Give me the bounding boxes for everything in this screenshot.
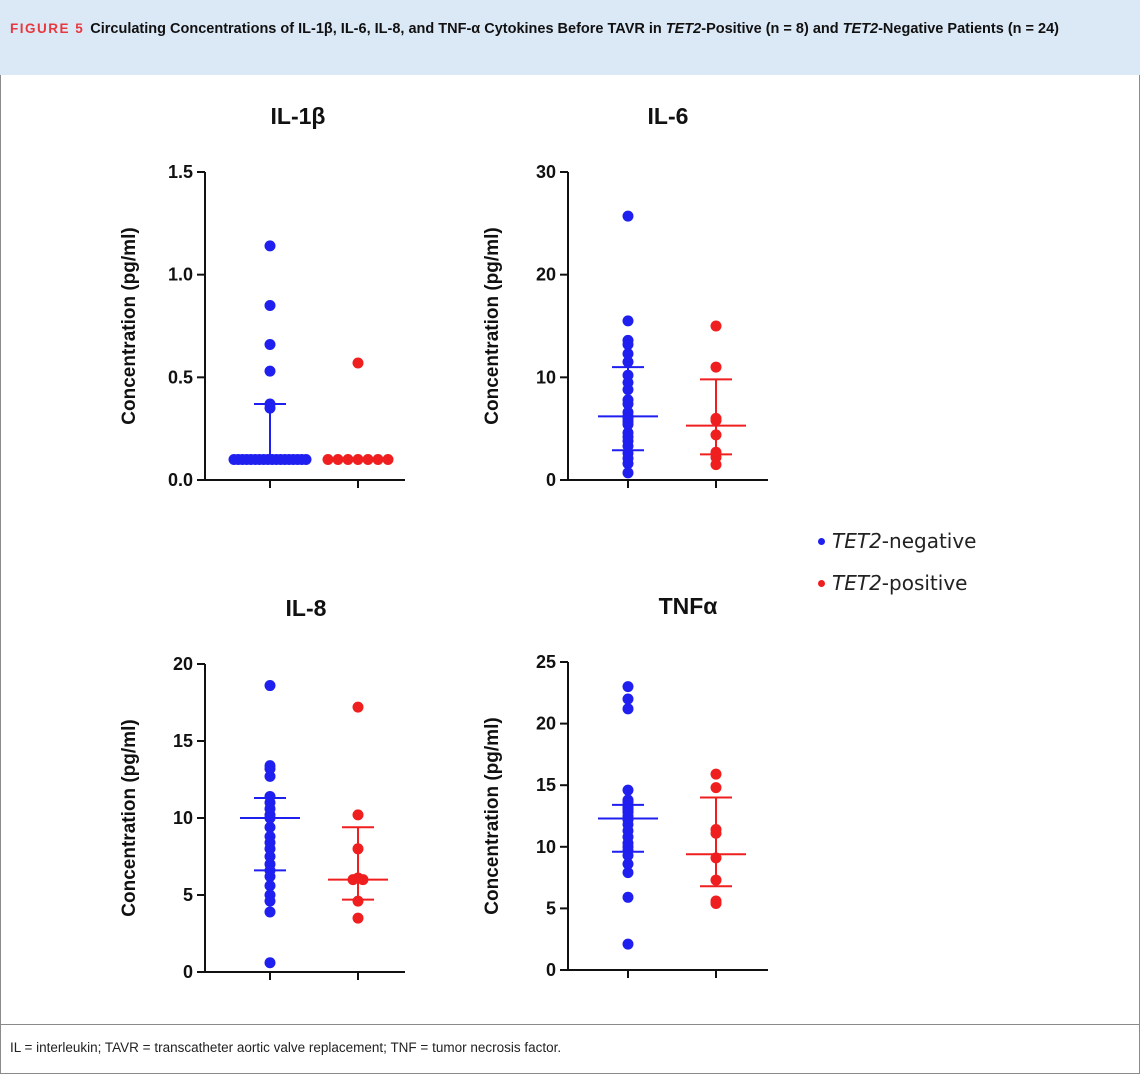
title-part: -Positive (n = 8) and	[701, 21, 843, 37]
data-point-negative	[622, 693, 634, 705]
data-point-negative	[622, 467, 634, 479]
data-point-negative	[622, 458, 634, 470]
footnote-divider	[0, 1024, 1140, 1025]
legend-marker-positive	[818, 579, 825, 587]
y-tick-label: 10	[536, 367, 556, 387]
data-point-positive	[352, 701, 364, 713]
title-part: TET2	[842, 21, 879, 37]
chart-title: TNFα	[659, 593, 718, 619]
y-tick-label: 0.5	[168, 367, 193, 387]
data-point-negative	[264, 906, 276, 918]
data-point-positive	[352, 809, 364, 821]
data-point-negative	[622, 858, 634, 870]
y-tick-label: 20	[173, 654, 193, 674]
data-point-negative	[622, 315, 634, 327]
footnote: IL = interleukin; TAVR = transcatheter a…	[10, 1040, 562, 1055]
y-tick-label: 5	[183, 885, 193, 905]
data-point-positive	[352, 895, 364, 907]
data-point-negative	[300, 453, 312, 465]
data-point-negative	[622, 938, 634, 950]
title-part: Circulating Concentrations of IL-1β, IL-…	[90, 21, 666, 37]
y-tick-label: 0.0	[168, 470, 193, 490]
data-point-negative	[264, 338, 276, 350]
y-axis-label: Concentration (pg/ml)	[482, 227, 503, 424]
legend-item-negative: TET2 -negative	[818, 520, 976, 562]
y-tick-label: 1.0	[168, 265, 193, 285]
data-point-positive	[352, 357, 364, 369]
data-point-positive	[710, 782, 722, 794]
chart-title: IL-1β	[271, 103, 326, 129]
figure-header: FIGURE 5 Circulating Concentrations of IL…	[0, 0, 1140, 75]
y-tick-label: 15	[173, 731, 193, 751]
legend: TET2 -negative TET2 -positive	[818, 520, 976, 604]
data-point-negative	[264, 895, 276, 907]
y-tick-label: 1.5	[168, 162, 193, 182]
data-point-negative	[622, 338, 634, 350]
data-point-negative	[622, 784, 634, 796]
data-point-negative	[264, 770, 276, 782]
data-point-negative	[264, 365, 276, 377]
y-tick-label: 20	[536, 714, 556, 734]
y-tick-label: 25	[536, 652, 556, 672]
data-point-negative	[622, 891, 634, 903]
y-tick-label: 5	[546, 898, 556, 918]
data-point-positive	[352, 912, 364, 924]
y-axis-label: Concentration (pg/ml)	[119, 719, 140, 916]
y-tick-label: 20	[536, 265, 556, 285]
legend-item-positive: TET2 -positive	[818, 562, 976, 604]
legend-gene: TET2	[832, 571, 882, 595]
y-tick-label: 0	[546, 960, 556, 980]
title-part: TET2	[665, 21, 702, 37]
data-point-positive	[710, 361, 722, 373]
data-point-negative	[264, 871, 276, 883]
data-point-positive	[710, 320, 722, 332]
data-point-negative	[264, 880, 276, 892]
data-point-positive	[710, 459, 722, 471]
data-point-negative	[264, 680, 276, 692]
charts-canvas: IL-1β Concentration (pg/ml) 0.0 0.5 1.0 1.5 IL…	[119, 103, 768, 982]
y-tick-label: 10	[536, 837, 556, 857]
data-point-negative	[264, 240, 276, 252]
legend-suffix: -negative	[881, 529, 977, 553]
legend-gene: TET2	[832, 529, 882, 553]
figure-title: Circulating Concentrations of IL-1β, IL-…	[90, 21, 1059, 37]
data-point-negative	[622, 703, 634, 715]
title-part: -Negative Patients (n = 24)	[878, 21, 1059, 37]
data-point-negative	[264, 763, 276, 775]
y-tick-label: 15	[536, 775, 556, 795]
y-axis-label: Concentration (pg/ml)	[119, 227, 140, 424]
y-tick-label: 10	[173, 808, 193, 828]
data-point-negative	[264, 957, 276, 969]
legend-marker-negative	[818, 537, 825, 545]
data-point-negative	[622, 348, 634, 360]
chart-title: IL-8	[286, 595, 327, 621]
data-point-negative	[622, 356, 634, 368]
y-tick-label: 0	[546, 470, 556, 490]
data-point-negative	[622, 681, 634, 693]
data-point-negative	[622, 210, 634, 222]
data-point-negative	[264, 299, 276, 311]
y-axis-label: Concentration (pg/ml)	[482, 717, 503, 914]
data-point-negative	[622, 867, 634, 879]
chart-title: IL-6	[648, 103, 689, 129]
legend-suffix: -positive	[881, 571, 968, 595]
figure-label: FIGURE 5	[10, 21, 85, 36]
y-tick-label: 0	[183, 962, 193, 982]
y-tick-label: 30	[536, 162, 556, 182]
data-point-positive	[710, 897, 722, 909]
data-point-positive	[710, 768, 722, 780]
